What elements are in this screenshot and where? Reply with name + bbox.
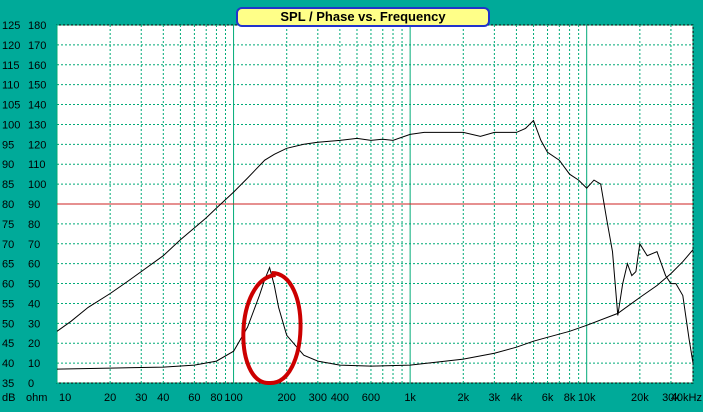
x-tick-label: 100 xyxy=(224,392,242,404)
y-tick-label-ohm: 110 xyxy=(28,159,46,171)
series-line-impedance xyxy=(56,249,694,370)
x-tick-label: 6k xyxy=(542,392,554,404)
ohm-unit-label: ohm xyxy=(26,392,47,404)
x-tick-label: 10k xyxy=(578,392,596,404)
y-tick-label-db: 85 xyxy=(2,179,14,191)
x-tick-label: 20 xyxy=(104,392,116,404)
y-tick-label-ohm: 20 xyxy=(28,338,40,350)
y-tick-label-ohm: 160 xyxy=(28,60,46,72)
y-tick-label-ohm: 80 xyxy=(28,219,40,231)
y-tick-label-db: 120 xyxy=(2,40,20,52)
x-tick-label: 300 xyxy=(309,392,327,404)
y-tick-label-ohm: 10 xyxy=(28,358,40,370)
y-tick-label-db: 70 xyxy=(2,239,14,251)
y-tick-label-ohm: 140 xyxy=(28,100,46,112)
y-tick-label-db: 105 xyxy=(2,100,20,112)
y-tick-label-db: 75 xyxy=(2,219,14,231)
x-tick-label: 400 xyxy=(331,392,349,404)
x-tick-label: 30 xyxy=(135,392,147,404)
y-tick-label-ohm: 60 xyxy=(28,259,40,271)
chart-title: SPL / Phase vs. Frequency xyxy=(236,7,490,27)
x-tick-label: 20k xyxy=(631,392,649,404)
y-tick-label-db: 55 xyxy=(2,298,14,310)
x-tick-label: 200 xyxy=(278,392,296,404)
y-tick-label-ohm: 150 xyxy=(28,80,46,92)
y-tick-label-db: 100 xyxy=(2,119,20,131)
y-tick-label-db: 65 xyxy=(2,259,14,271)
x-tick-label: 1k xyxy=(404,392,416,404)
series-line-spl xyxy=(56,119,694,364)
annotation-red-circle xyxy=(241,271,303,386)
y-tick-label-ohm: 120 xyxy=(28,139,46,151)
x-tick-label: 600 xyxy=(362,392,380,404)
y-tick-label-db: 45 xyxy=(2,338,14,350)
y-tick-label-db: 40 xyxy=(2,358,14,370)
y-tick-label-ohm: 50 xyxy=(28,279,40,291)
curves xyxy=(56,119,694,370)
y-tick-label-db: 115 xyxy=(2,60,20,72)
y-tick-label-ohm: 0 xyxy=(28,378,34,390)
y-tick-label-ohm: 100 xyxy=(28,179,46,191)
y-tick-label-ohm: 30 xyxy=(28,318,40,330)
y-tick-label-db: 60 xyxy=(2,279,14,291)
y-tick-label-ohm: 90 xyxy=(28,199,40,211)
db-unit-label: dB xyxy=(2,392,15,404)
x-tick-label: 80 xyxy=(210,392,222,404)
y-tick-label-db: 95 xyxy=(2,139,14,151)
x-tick-label: 30k xyxy=(662,392,680,404)
y-tick-label-db: 90 xyxy=(2,159,14,171)
y-tick-label-db: 80 xyxy=(2,199,14,211)
x-tick-label: 4k xyxy=(511,392,523,404)
grid xyxy=(56,24,694,384)
y-tick-label-ohm: 170 xyxy=(28,40,46,52)
y-tick-label-ohm: 180 xyxy=(28,20,46,32)
x-tick-label: 3k xyxy=(489,392,501,404)
x-tick-label: 60 xyxy=(188,392,200,404)
x-tick-label: 40kHz xyxy=(671,392,702,404)
x-axis-ticks: 10 20 30 40 60 80 100 200 300 400 600 1k 2k 3k 4k 6k 8k 1… xyxy=(59,392,702,404)
y-tick-label-ohm: 40 xyxy=(28,298,40,310)
y-tick-label-ohm: 130 xyxy=(28,119,46,131)
x-tick-label: 2k xyxy=(457,392,469,404)
x-tick-label: 8k xyxy=(564,392,576,404)
y-tick-label-db: 110 xyxy=(2,80,20,92)
y-tick-label-db: 50 xyxy=(2,318,14,330)
y-tick-label-db: 35 xyxy=(2,378,14,390)
x-tick-label: 40 xyxy=(157,392,169,404)
y-tick-label-db: 125 xyxy=(2,20,20,32)
y-tick-label-ohm: 70 xyxy=(28,239,40,251)
x-tick-label: 10 xyxy=(59,392,71,404)
